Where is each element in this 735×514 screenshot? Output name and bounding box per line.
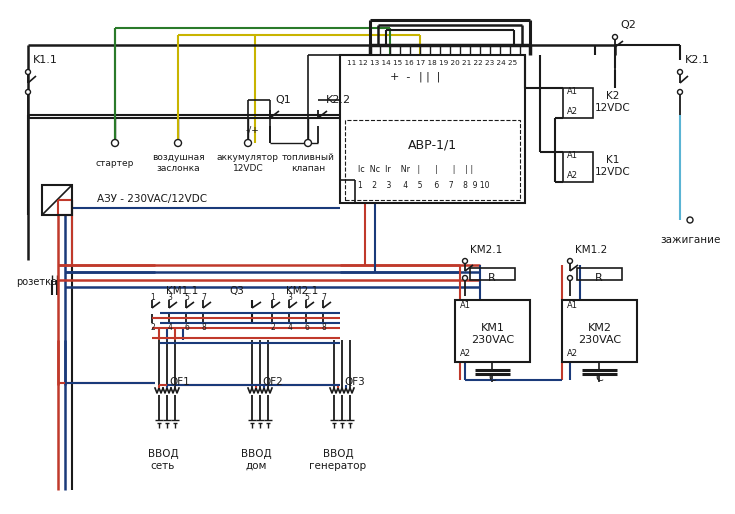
Text: стартер: стартер bbox=[96, 158, 135, 168]
Text: 3: 3 bbox=[168, 292, 173, 302]
Text: ВВОД
генератор: ВВОД генератор bbox=[309, 449, 367, 471]
Circle shape bbox=[462, 276, 467, 281]
Text: 8: 8 bbox=[201, 322, 207, 332]
Text: A2: A2 bbox=[567, 107, 578, 117]
Bar bbox=[340, 55, 525, 203]
Circle shape bbox=[462, 259, 467, 264]
Circle shape bbox=[245, 139, 251, 146]
Text: C: C bbox=[595, 373, 603, 383]
Text: 3: 3 bbox=[287, 292, 293, 302]
Text: C: C bbox=[488, 373, 496, 383]
Text: KM1
230VAC: KM1 230VAC bbox=[471, 323, 514, 345]
Text: R: R bbox=[595, 273, 603, 283]
Text: 6: 6 bbox=[184, 322, 190, 332]
Text: KM2.1: KM2.1 bbox=[286, 286, 318, 296]
Text: 1: 1 bbox=[151, 292, 155, 302]
Text: Ic  Nc  Ir    Nr   |      |      |    | |: Ic Nc Ir Nr | | | | | bbox=[358, 166, 473, 174]
Circle shape bbox=[678, 89, 683, 95]
Text: A1: A1 bbox=[460, 302, 471, 310]
Bar bbox=[42, 185, 72, 215]
Text: ВВОД
дом: ВВОД дом bbox=[240, 449, 271, 471]
Circle shape bbox=[687, 217, 693, 223]
Bar bbox=[562, 300, 637, 362]
Text: KM2.1: KM2.1 bbox=[470, 245, 502, 255]
Text: 7: 7 bbox=[321, 292, 326, 302]
Circle shape bbox=[612, 34, 617, 40]
Text: A2: A2 bbox=[460, 350, 471, 358]
Text: A1: A1 bbox=[567, 87, 578, 97]
Circle shape bbox=[174, 139, 182, 146]
Text: 2: 2 bbox=[270, 322, 276, 332]
Bar bbox=[563, 88, 593, 118]
Text: KM1.2: KM1.2 bbox=[575, 245, 607, 255]
Text: QF1: QF1 bbox=[169, 377, 190, 387]
Text: KM1.1: KM1.1 bbox=[166, 286, 198, 296]
Bar bbox=[577, 268, 622, 280]
Text: 5: 5 bbox=[304, 292, 309, 302]
Text: ВВОД
сеть: ВВОД сеть bbox=[148, 449, 179, 471]
Text: 7: 7 bbox=[201, 292, 207, 302]
Bar bbox=[563, 152, 593, 182]
Circle shape bbox=[304, 139, 312, 146]
Text: 4: 4 bbox=[168, 322, 173, 332]
Text: A2: A2 bbox=[567, 172, 578, 180]
Text: A1: A1 bbox=[567, 152, 578, 160]
Circle shape bbox=[567, 276, 573, 281]
Text: АВР-1/1: АВР-1/1 bbox=[408, 138, 457, 152]
Circle shape bbox=[567, 259, 573, 264]
Text: розетка: розетка bbox=[16, 277, 57, 287]
Text: 5: 5 bbox=[184, 292, 190, 302]
Bar bbox=[470, 268, 515, 280]
Text: топливный
клапан: топливный клапан bbox=[282, 153, 334, 173]
Text: A1: A1 bbox=[567, 302, 578, 310]
Text: Q1: Q1 bbox=[275, 95, 291, 105]
Text: -/+: -/+ bbox=[245, 125, 259, 135]
Text: QF2: QF2 bbox=[262, 377, 283, 387]
Text: K1.1: K1.1 bbox=[33, 55, 58, 65]
Text: АЗУ - 230VAC/12VDC: АЗУ - 230VAC/12VDC bbox=[97, 194, 207, 204]
Text: 11 12 13 14 15 16 17 18 19 20 21 22 23 24 25: 11 12 13 14 15 16 17 18 19 20 21 22 23 2… bbox=[348, 60, 517, 66]
Bar bbox=[455, 300, 530, 362]
Text: K2.2: K2.2 bbox=[326, 95, 351, 105]
Text: 1: 1 bbox=[270, 292, 276, 302]
Text: зажигание: зажигание bbox=[660, 235, 720, 245]
Text: | |  |: | | | bbox=[419, 72, 441, 82]
Text: Q2: Q2 bbox=[620, 20, 636, 30]
Text: воздушная
заслонка: воздушная заслонка bbox=[151, 153, 204, 173]
Text: 2: 2 bbox=[151, 322, 155, 332]
Text: 8: 8 bbox=[322, 322, 326, 332]
Text: Q3: Q3 bbox=[229, 286, 245, 296]
Text: K1
12VDC: K1 12VDC bbox=[595, 155, 631, 177]
Text: K2.1: K2.1 bbox=[685, 55, 710, 65]
Text: 4: 4 bbox=[287, 322, 293, 332]
Circle shape bbox=[26, 89, 30, 95]
Text: 1    2    3     4    5     6    7    8  9 10: 1 2 3 4 5 6 7 8 9 10 bbox=[358, 180, 490, 190]
Text: 6: 6 bbox=[304, 322, 309, 332]
Circle shape bbox=[112, 139, 118, 146]
Text: аккумулятор
12VDC: аккумулятор 12VDC bbox=[217, 153, 279, 173]
Text: K2
12VDC: K2 12VDC bbox=[595, 91, 631, 113]
Text: KM2
230VAC: KM2 230VAC bbox=[578, 323, 622, 345]
Circle shape bbox=[678, 69, 683, 75]
Text: R: R bbox=[488, 273, 496, 283]
Text: A2: A2 bbox=[567, 350, 578, 358]
Text: QF3: QF3 bbox=[344, 377, 365, 387]
Circle shape bbox=[26, 69, 30, 75]
Text: +  -: + - bbox=[390, 72, 410, 82]
